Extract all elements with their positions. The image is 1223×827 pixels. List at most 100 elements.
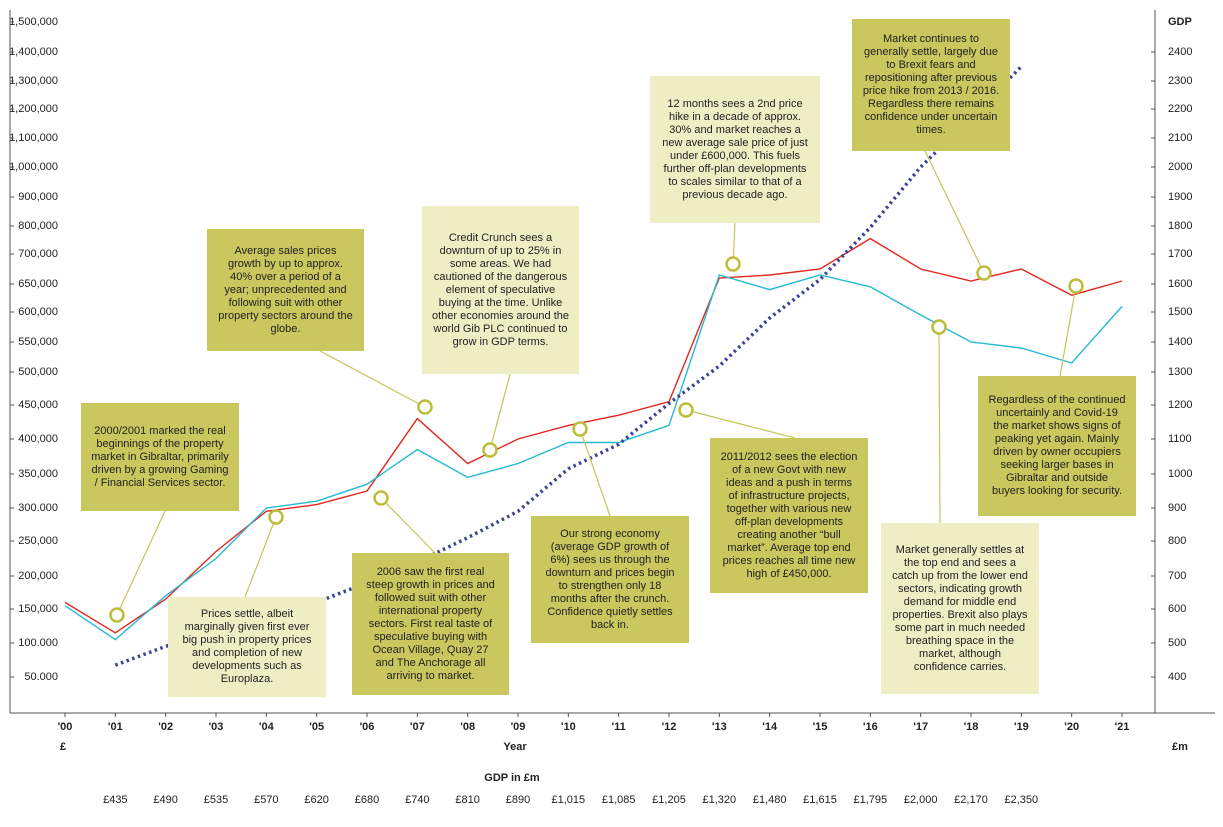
- x-tick-label: '08: [460, 721, 475, 733]
- connector: [319, 350, 426, 408]
- callout-marker: [1068, 278, 1084, 294]
- x-tick-label: '10: [561, 721, 576, 733]
- y-tick-label: 300.000: [18, 502, 58, 514]
- gdp-value-label: £490: [153, 794, 177, 806]
- gdp-value-label: £810: [455, 794, 479, 806]
- y-tick-label: 200,000: [18, 570, 58, 582]
- y2-tick-label: 2200: [1168, 103, 1192, 115]
- x-tick-label: '06: [360, 721, 375, 733]
- callout-marker: [572, 421, 588, 437]
- y2-tick-label: 500: [1168, 637, 1186, 649]
- y-tick-label: 450,000: [18, 399, 58, 411]
- x-tick-label: '20: [1064, 721, 1079, 733]
- gdp-value-label: £890: [506, 794, 530, 806]
- y-tick-label: 800,000: [18, 220, 58, 232]
- gdp-value-label: £570: [254, 794, 278, 806]
- connector: [116, 510, 166, 616]
- gdp-value-label: £2,000: [904, 794, 938, 806]
- x-tick-label: '12: [662, 721, 677, 733]
- y-tick-label: 1,000,000: [9, 161, 58, 173]
- y2-tick-label: 1500: [1168, 306, 1192, 318]
- y2-tick-label: 1100: [1168, 433, 1192, 445]
- connector: [1059, 285, 1077, 377]
- annotation: 2011/2012 sees the election of a new Gov…: [710, 438, 868, 593]
- y2-tick-label: 1200: [1168, 399, 1192, 411]
- annotation: Regardless of the continued uncertainly …: [978, 376, 1136, 516]
- x-tick-label: '07: [410, 721, 425, 733]
- y2-tick-label: 900: [1168, 502, 1186, 514]
- y-tick-label: 100.000: [18, 637, 58, 649]
- gdp-value-label: £535: [204, 794, 228, 806]
- y2-tick-label: 1900: [1168, 191, 1192, 203]
- callout-marker: [482, 442, 498, 458]
- connector: [924, 150, 985, 274]
- x-tick-label: '16: [863, 721, 878, 733]
- annotation: 2000/2001 marked the real beginnings of …: [81, 403, 239, 511]
- y2-axis-unit: £m: [1172, 741, 1188, 753]
- gdp-row-title: GDP in £m: [484, 772, 540, 784]
- x-tick-label: '17: [913, 721, 928, 733]
- x-tick-label: '13: [712, 721, 727, 733]
- x-tick-label: '03: [209, 721, 224, 733]
- gdp-value-label: £435: [103, 794, 127, 806]
- annotation: Market generally settles at the top end …: [881, 523, 1039, 694]
- x-tick-label: '18: [964, 721, 979, 733]
- annotation: Average sales prices growth by up to app…: [207, 229, 364, 351]
- callout-marker: [109, 607, 125, 623]
- annotation: Market continues to generally settle, la…: [852, 19, 1010, 151]
- y-tick-label: 1,500,000: [9, 16, 58, 28]
- x-tick-label: '01: [108, 721, 123, 733]
- y2-tick-label: 2100: [1168, 132, 1192, 144]
- x-tick-label: '11: [612, 721, 626, 733]
- x-tick-label: '19: [1014, 721, 1029, 733]
- y2-axis-title: GDP: [1168, 16, 1192, 28]
- x-tick-label: '15: [813, 721, 828, 733]
- y-tick-label: 550,000: [18, 336, 58, 348]
- y2-tick-label: 400: [1168, 671, 1186, 683]
- gdp-value-label: £1,205: [652, 794, 686, 806]
- y2-tick-label: 1300: [1168, 366, 1192, 378]
- gdp-value-label: £680: [355, 794, 379, 806]
- gdp-value-label: £1,615: [803, 794, 837, 806]
- connector: [685, 409, 796, 439]
- y2-tick-label: 1600: [1168, 278, 1192, 290]
- y2-tick-label: 1400: [1168, 336, 1192, 348]
- y-tick-label: 150,000: [18, 603, 58, 615]
- y2-tick-label: 1000: [1168, 468, 1192, 480]
- y-tick-label: 250,000: [18, 535, 58, 547]
- y2-tick-label: 1700: [1168, 248, 1192, 260]
- y2-tick-label: 700: [1168, 570, 1186, 582]
- x-axis-label: Year: [503, 741, 527, 753]
- callout-marker: [417, 399, 433, 415]
- y-tick-label: 500,000: [18, 366, 58, 378]
- y-tick-label: 600,000: [18, 306, 58, 318]
- gdp-value-label: £1,795: [854, 794, 888, 806]
- x-tick-label: '14: [762, 721, 778, 733]
- annotation: 2006 saw the first real steep growth in …: [352, 553, 509, 695]
- x-tick-label: '04: [259, 721, 275, 733]
- gdp-value-label: £2,350: [1005, 794, 1039, 806]
- callout-marker: [268, 509, 284, 525]
- connector: [938, 326, 941, 524]
- y-tick-label: 700,000: [18, 248, 58, 260]
- x-tick-label: '09: [511, 721, 526, 733]
- y2-tick-label: 1800: [1168, 220, 1192, 232]
- y-tick-label: 50.000: [24, 671, 58, 683]
- gdp-value-label: £2,170: [954, 794, 988, 806]
- y-tick-label: 1,400,000: [9, 46, 58, 58]
- x-tick-label: '05: [309, 721, 324, 733]
- y2-tick-label: 2400: [1168, 46, 1192, 58]
- y2-tick-label: 600: [1168, 603, 1186, 615]
- connector: [489, 373, 511, 451]
- callout-marker: [373, 490, 389, 506]
- gdp-value-label: £1,015: [552, 794, 586, 806]
- connector: [380, 497, 436, 554]
- y-tick-label: 1,100,000: [9, 132, 58, 144]
- price-line: [64, 237, 1123, 634]
- y-axis-unit: £: [60, 741, 66, 753]
- y-tick-label: 1,200,000: [9, 103, 58, 115]
- y2-tick-label: 2000: [1168, 161, 1192, 173]
- gdp-value-label: £740: [405, 794, 429, 806]
- y-tick-label: 900,000: [18, 191, 58, 203]
